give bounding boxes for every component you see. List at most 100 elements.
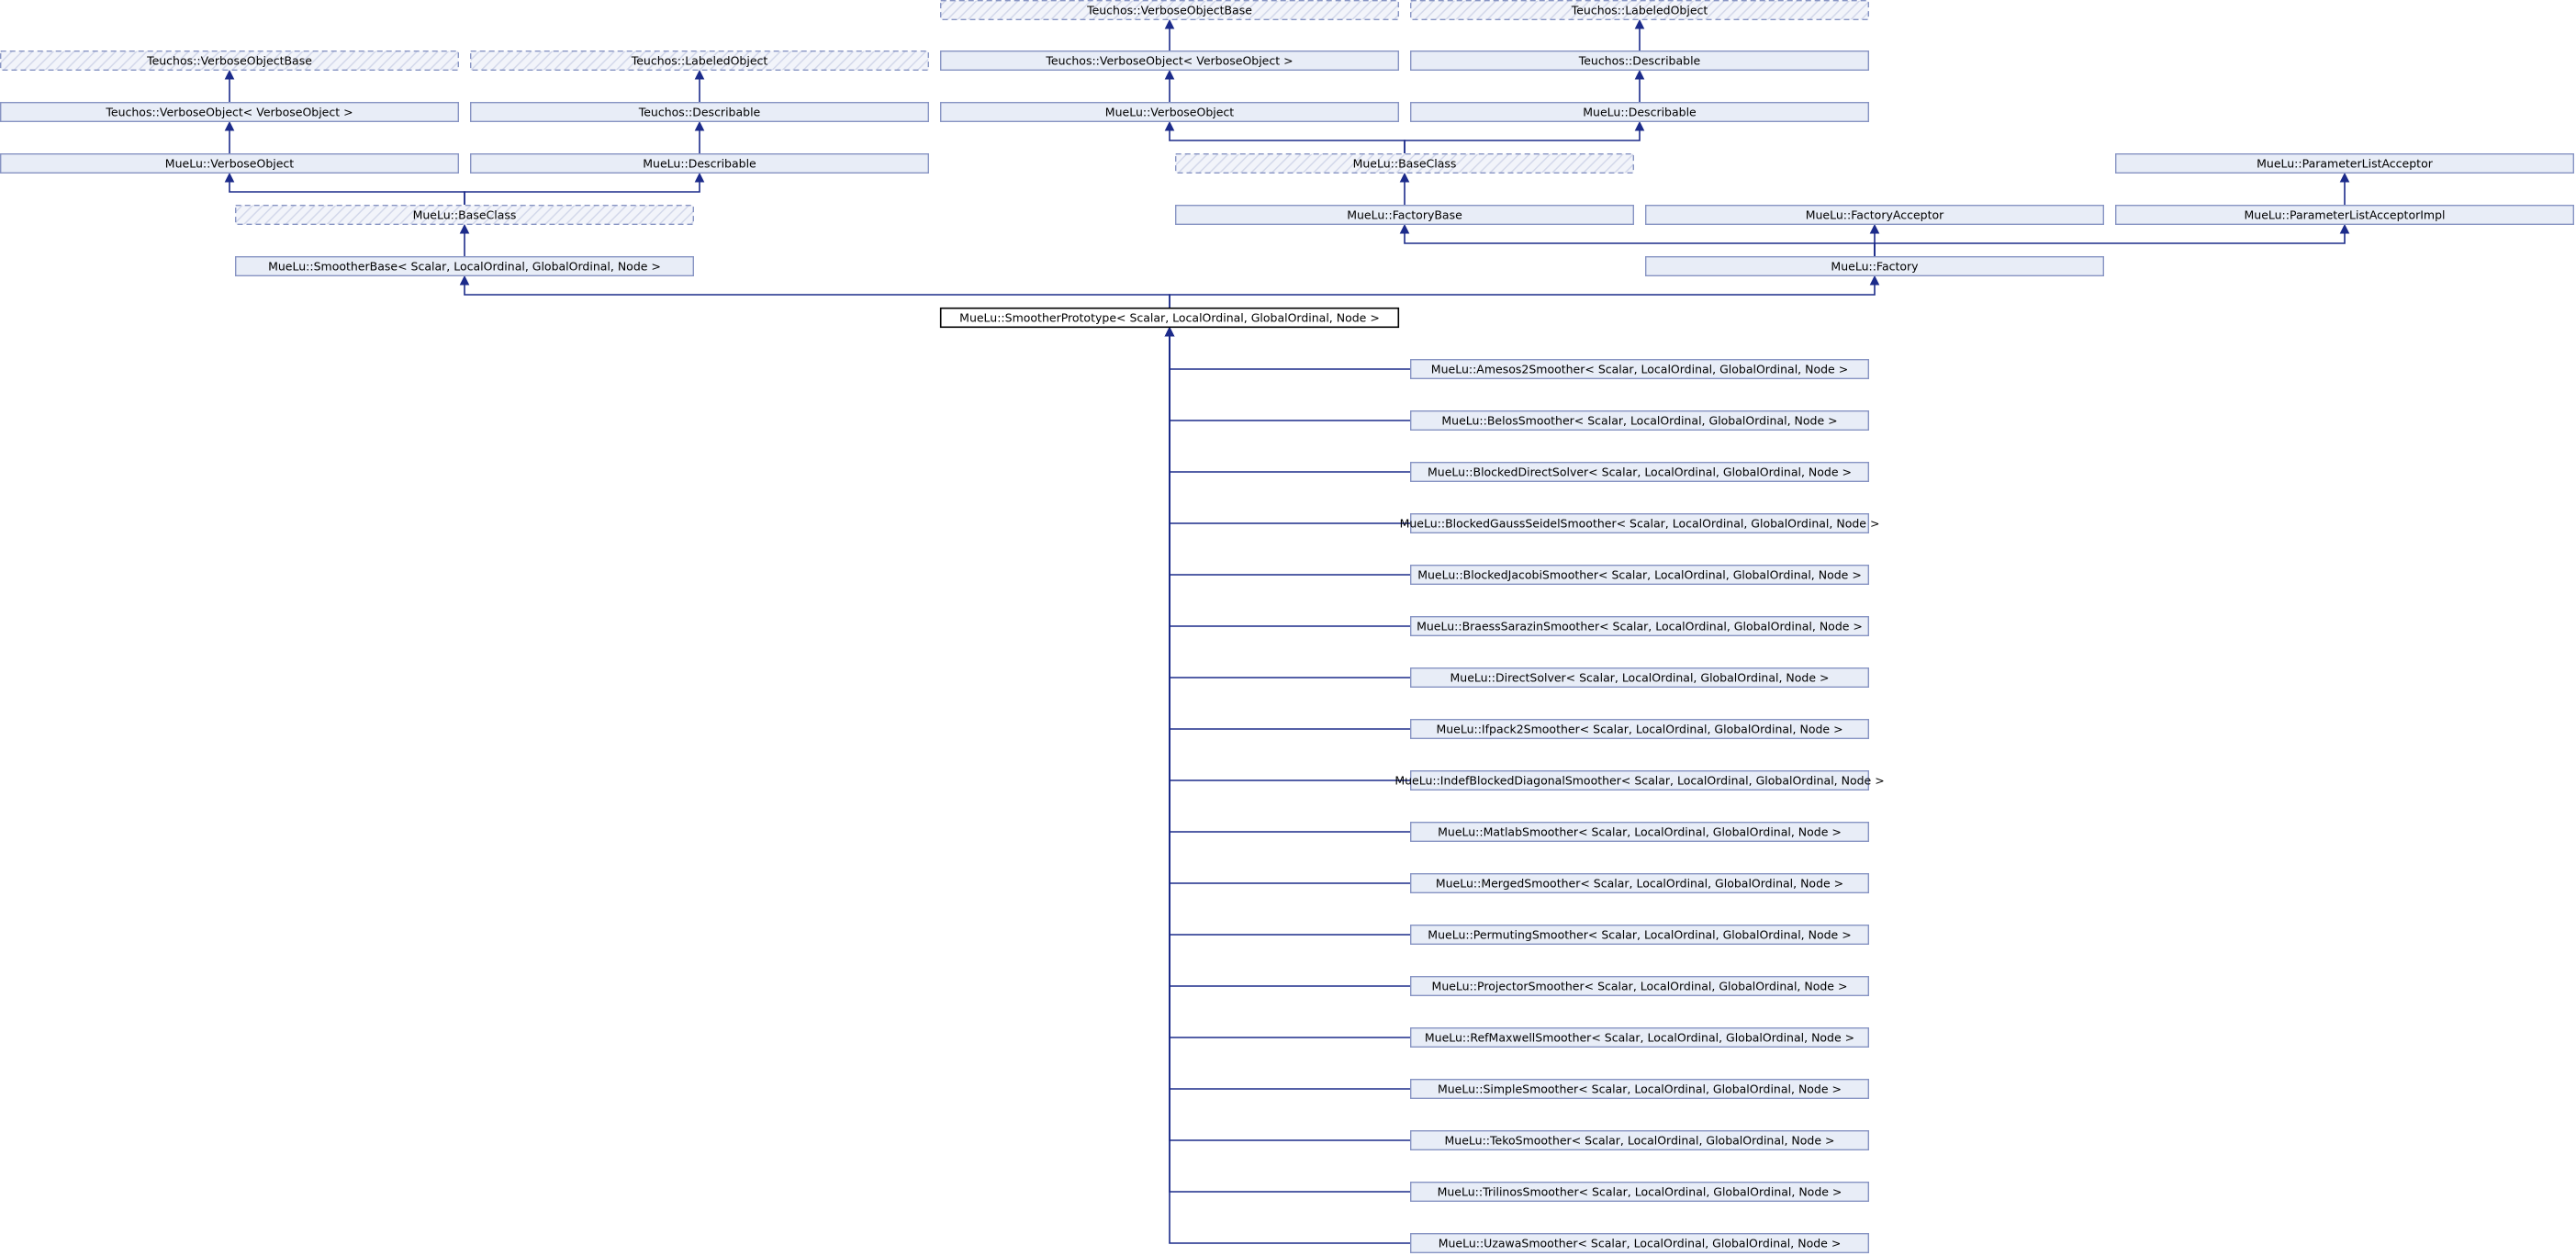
- node-c14[interactable]: MueLu::RefMaxwellSmoother< Scalar, Local…: [1409, 1026, 1869, 1048]
- node-n20[interactable]: MueLu::Factory: [1644, 256, 2104, 277]
- edge-n7-to-n6: [464, 182, 700, 205]
- node-c15[interactable]: MueLu::SimpleSmoother< Scalar, LocalOrdi…: [1409, 1078, 1869, 1099]
- edge-c1-to-n21: [1169, 336, 1410, 370]
- node-n18[interactable]: MueLu::ParameterListAcceptor: [2114, 152, 2574, 174]
- node-box[interactable]: [1409, 462, 1869, 483]
- node-c2[interactable]: MueLu::BelosSmoother< Scalar, LocalOrdin…: [1409, 410, 1869, 432]
- node-box[interactable]: [939, 0, 1399, 21]
- node-n17[interactable]: MueLu::FactoryAcceptor: [1644, 204, 2104, 225]
- node-box[interactable]: [0, 101, 460, 122]
- node-box[interactable]: [1409, 1129, 1869, 1150]
- node-n9[interactable]: Teuchos::VerboseObjectBase: [939, 0, 1399, 21]
- node-box[interactable]: [0, 50, 460, 72]
- node-box[interactable]: [1409, 1026, 1869, 1048]
- node-box[interactable]: [1644, 204, 2104, 225]
- node-box[interactable]: [1174, 204, 1634, 225]
- node-n19[interactable]: MueLu::ParameterListAcceptorImpl: [2114, 204, 2574, 225]
- node-c3[interactable]: MueLu::BlockedDirectSolver< Scalar, Loca…: [1409, 462, 1869, 483]
- node-c8[interactable]: MueLu::Ifpack2Smoother< Scalar, LocalOrd…: [1409, 719, 1869, 740]
- node-box[interactable]: [1409, 1181, 1869, 1202]
- node-box[interactable]: [1409, 0, 1869, 21]
- node-box[interactable]: [1409, 616, 1869, 637]
- node-label: MueLu::Describable: [1583, 106, 1697, 119]
- node-n16[interactable]: MueLu::FactoryBase: [1174, 204, 1634, 225]
- node-box[interactable]: [1409, 822, 1869, 843]
- node-c10[interactable]: MueLu::MatlabSmoother< Scalar, LocalOrdi…: [1409, 822, 1869, 843]
- node-box[interactable]: [470, 101, 930, 122]
- node-box[interactable]: [1409, 50, 1869, 72]
- node-label: MueLu::SimpleSmoother< Scalar, LocalOrdi…: [1438, 1082, 1842, 1096]
- node-box[interactable]: [1409, 770, 1869, 791]
- node-n6[interactable]: MueLu::Describable: [470, 152, 930, 174]
- node-n14[interactable]: MueLu::Describable: [1409, 101, 1869, 122]
- node-box[interactable]: [1409, 1232, 1869, 1253]
- node-box[interactable]: [235, 256, 695, 277]
- node-label: Teuchos::VerboseObjectBase: [1086, 4, 1252, 17]
- node-box[interactable]: [0, 152, 460, 174]
- node-box[interactable]: [1409, 359, 1869, 380]
- node-box[interactable]: [939, 307, 1400, 329]
- node-n5[interactable]: MueLu::VerboseObject: [0, 152, 460, 174]
- node-box[interactable]: [1409, 565, 1869, 586]
- node-n3[interactable]: Teuchos::VerboseObject< VerboseObject >: [0, 101, 460, 122]
- node-box[interactable]: [1409, 873, 1869, 894]
- node-box[interactable]: [1409, 1078, 1869, 1099]
- node-label: Teuchos::VerboseObject< VerboseObject >: [105, 106, 353, 119]
- node-n8[interactable]: MueLu::SmootherBase< Scalar, LocalOrdina…: [235, 256, 695, 277]
- node-c17[interactable]: MueLu::TrilinosSmoother< Scalar, LocalOr…: [1409, 1181, 1869, 1202]
- node-label: MueLu::Describable: [643, 157, 756, 171]
- node-n4[interactable]: Teuchos::Describable: [470, 101, 930, 122]
- arrowhead-n13-to-n11: [1164, 69, 1175, 80]
- node-n21[interactable]: MueLu::SmootherPrototype< Scalar, LocalO…: [939, 307, 1400, 329]
- node-box[interactable]: [1174, 152, 1634, 174]
- arrowhead-n19-to-n18: [2339, 172, 2350, 183]
- node-box[interactable]: [1409, 101, 1869, 122]
- node-label: Teuchos::Describable: [1578, 54, 1701, 68]
- node-n12[interactable]: Teuchos::Describable: [1409, 50, 1869, 72]
- node-box[interactable]: [2114, 204, 2574, 225]
- node-c11[interactable]: MueLu::MergedSmoother< Scalar, LocalOrdi…: [1409, 873, 1869, 894]
- arrowhead-n15-to-n14: [1634, 120, 1645, 131]
- node-n11[interactable]: Teuchos::VerboseObject< VerboseObject >: [939, 50, 1399, 72]
- node-c12[interactable]: MueLu::PermutingSmoother< Scalar, LocalO…: [1409, 925, 1869, 946]
- node-box[interactable]: [1409, 513, 1869, 534]
- node-box[interactable]: [939, 50, 1399, 72]
- node-box[interactable]: [1409, 925, 1869, 946]
- node-c16[interactable]: MueLu::TekoSmoother< Scalar, LocalOrdina…: [1409, 1129, 1869, 1150]
- node-n10[interactable]: Teuchos::LabeledObject: [1409, 0, 1869, 21]
- node-box[interactable]: [1409, 410, 1869, 432]
- node-c18[interactable]: MueLu::UzawaSmoother< Scalar, LocalOrdin…: [1409, 1232, 1869, 1253]
- node-box[interactable]: [235, 204, 695, 225]
- node-box[interactable]: [470, 50, 930, 72]
- node-n15[interactable]: MueLu::BaseClass: [1174, 152, 1634, 174]
- edge-c6-to-n21: [1169, 336, 1410, 627]
- node-c13[interactable]: MueLu::ProjectorSmoother< Scalar, LocalO…: [1409, 975, 1869, 996]
- node-n1[interactable]: Teuchos::VerboseObjectBase: [0, 50, 460, 72]
- node-label: MueLu::BelosSmoother< Scalar, LocalOrdin…: [1441, 414, 1837, 428]
- node-box[interactable]: [939, 101, 1399, 122]
- node-n7[interactable]: MueLu::BaseClass: [235, 204, 695, 225]
- node-box[interactable]: [1409, 719, 1869, 740]
- node-c5[interactable]: MueLu::BlockedJacobiSmoother< Scalar, Lo…: [1409, 565, 1869, 586]
- node-c1[interactable]: MueLu::Amesos2Smoother< Scalar, LocalOrd…: [1409, 359, 1869, 380]
- node-n13[interactable]: MueLu::VerboseObject: [939, 101, 1399, 122]
- node-box[interactable]: [1409, 667, 1869, 689]
- node-label: Teuchos::LabeledObject: [1571, 4, 1708, 17]
- arrowhead-c18-to-n21: [1164, 326, 1175, 337]
- node-c6[interactable]: MueLu::BraessSarazinSmoother< Scalar, Lo…: [1409, 616, 1869, 637]
- node-label: MueLu::Factory: [1831, 260, 1919, 274]
- node-n2[interactable]: Teuchos::LabeledObject: [470, 50, 930, 72]
- node-c7[interactable]: MueLu::DirectSolver< Scalar, LocalOrdina…: [1409, 667, 1869, 689]
- node-label: MueLu::SmootherBase< Scalar, LocalOrdina…: [268, 260, 661, 274]
- node-box[interactable]: [1644, 256, 2104, 277]
- node-box[interactable]: [2114, 152, 2574, 174]
- node-label: MueLu::VerboseObject: [1105, 106, 1234, 119]
- node-label: MueLu::ParameterListAcceptor: [2257, 157, 2434, 171]
- node-label: MueLu::TekoSmoother< Scalar, LocalOrdina…: [1445, 1134, 1835, 1148]
- node-box[interactable]: [470, 152, 930, 174]
- node-box[interactable]: [1409, 975, 1869, 996]
- arrowhead-n20-to-n17: [1869, 223, 1880, 234]
- arrowhead-n21-to-n8: [459, 275, 470, 286]
- node-c9[interactable]: MueLu::IndefBlockedDiagonalSmoother< Sca…: [1394, 770, 1885, 791]
- node-c4[interactable]: MueLu::BlockedGaussSeidelSmoother< Scala…: [1400, 513, 1880, 534]
